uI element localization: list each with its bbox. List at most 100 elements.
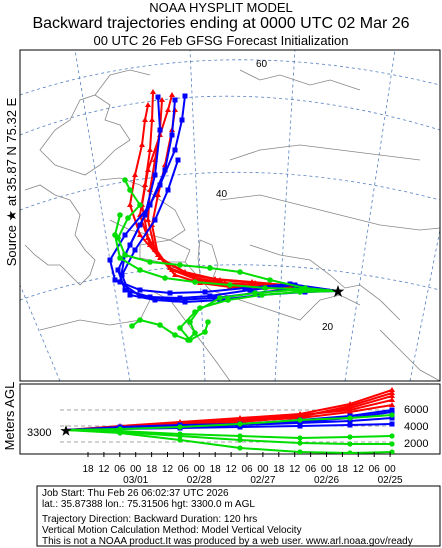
- trajectory-marker: [107, 257, 113, 263]
- height-marker: [237, 445, 243, 451]
- height-marker: [389, 387, 395, 392]
- height-marker: [237, 424, 243, 430]
- trajectory-marker: [137, 232, 143, 237]
- trajectory-marker: [249, 279, 255, 284]
- height-marker: [389, 415, 395, 421]
- trajectory-marker: [125, 215, 131, 221]
- trajectory-marker: [182, 269, 188, 274]
- trajectory-marker: [150, 89, 156, 94]
- hour-tick-label: 06: [305, 464, 317, 475]
- height-marker: [347, 418, 353, 424]
- trajectory-marker: [227, 282, 233, 288]
- trajectory-marker: [117, 212, 123, 218]
- hour-tick-label: 00: [385, 464, 397, 475]
- job-start-text: Job Start: Thu Feb 26 06:02:37 UTC 2026: [42, 488, 229, 499]
- trajectory-marker: [172, 332, 178, 338]
- height-marker: [297, 417, 303, 423]
- trajectory-marker: [175, 157, 181, 163]
- trajectory-marker: [162, 275, 168, 281]
- hour-tick-label: 00: [321, 464, 333, 475]
- trajectory-marker: [127, 187, 133, 193]
- trajectory-marker: [292, 287, 298, 293]
- trajectory-marker: [177, 295, 183, 301]
- trajectory-marker: [132, 247, 138, 253]
- trajectory-marker: [115, 267, 121, 273]
- north-africa-coast: [39, 299, 151, 331]
- date-tick-label: 02/26: [314, 475, 339, 486]
- trajectory-marker: [112, 277, 118, 283]
- trajectory-marker: [155, 94, 161, 100]
- height-marker: [297, 449, 303, 454]
- height-marker: [237, 437, 243, 443]
- trajectory-marker: [205, 319, 211, 325]
- country-borders: [24, 69, 440, 381]
- height-panel: 3300 6000 4000 2000 18 12 06 00 18 12 06 00 18 12…: [19, 383, 441, 486]
- trajectory-marker: [145, 217, 151, 222]
- height-tick-label: 2000: [404, 438, 428, 450]
- trajectory-title: Backward trajectories ending at 0000 UTC…: [32, 15, 410, 32]
- trajectory-marker: [119, 272, 125, 278]
- trajectory-marker: [172, 97, 178, 103]
- model-title: NOAA HYSPLIT MODEL: [149, 0, 293, 15]
- height-marker: [347, 415, 353, 421]
- date-tick-label: 02/28: [187, 475, 212, 486]
- trajectory-marker: [167, 290, 173, 296]
- trajectory-marker: [147, 147, 153, 152]
- india-border: [379, 329, 440, 381]
- central-asia-borders: [249, 244, 401, 321]
- hour-tick-label: 00: [130, 464, 142, 475]
- trajectory-marker: [122, 177, 128, 183]
- trajectory-marker: [169, 92, 175, 97]
- trajectory-marker: [139, 142, 145, 147]
- trajectory-marker: [217, 295, 223, 301]
- height-marker: [389, 393, 395, 398]
- trajectory-marker: [212, 276, 218, 281]
- height-marker: [347, 450, 353, 454]
- trajectory-marker: [162, 167, 168, 173]
- trajectory-marker: [137, 317, 143, 323]
- trajectory-marker: [187, 319, 193, 325]
- trajectory-marker: [152, 297, 158, 303]
- height-trajectories: [65, 387, 395, 454]
- parallel-line: [20, 95, 440, 136]
- height-marker: [389, 402, 395, 407]
- trajectory-marker: [172, 272, 178, 277]
- hour-tick-label: 12: [289, 464, 301, 475]
- hour-tick-label: 00: [194, 464, 206, 475]
- trajectory-marker: [157, 127, 163, 133]
- height-marker: [117, 426, 123, 432]
- trajectory-marker: [127, 202, 133, 207]
- initialization-subtitle: 00 UTC 26 Feb GFSG Forecast Initializati…: [93, 33, 349, 48]
- height-marker: [347, 403, 353, 408]
- trajectory-marker: [165, 187, 171, 193]
- date-tick-label: 02/25: [378, 475, 403, 486]
- start-height-label: 3300: [27, 427, 51, 439]
- trajectory-marker: [142, 117, 148, 122]
- trajectory-marker: [127, 292, 133, 298]
- meridian-line: [409, 229, 440, 381]
- location-text: lat.: 35.87388 lon.: 75.31506 hgt: 3300.…: [42, 499, 255, 510]
- height-marker: [389, 433, 395, 439]
- latitude-label: 40: [216, 189, 228, 200]
- height-marker: [237, 421, 243, 427]
- height-marker: [389, 407, 395, 413]
- latitude-label: 60: [256, 59, 268, 70]
- height-marker: [389, 412, 395, 418]
- russia-interior-line: [229, 144, 421, 161]
- arctic-coast: [94, 69, 151, 96]
- trajectory-marker: [137, 267, 143, 273]
- vertical-method-text: Vertical Motion Calculation Method: Mode…: [42, 525, 302, 536]
- trajectory-marker: [267, 277, 273, 283]
- hour-tick-label: 06: [241, 464, 253, 475]
- trajectory-marker: [202, 329, 208, 335]
- meridian-line: [274, 50, 296, 381]
- height-marker: [237, 433, 243, 439]
- height-marker: [389, 390, 395, 395]
- parallel-line: [20, 264, 440, 301]
- date-tick-label: 03/01: [123, 475, 148, 486]
- trajectory-marker: [187, 337, 193, 343]
- trajectory-line: [128, 104, 339, 292]
- trajectory-marker: [157, 182, 163, 188]
- hour-tick-label: 12: [98, 464, 110, 475]
